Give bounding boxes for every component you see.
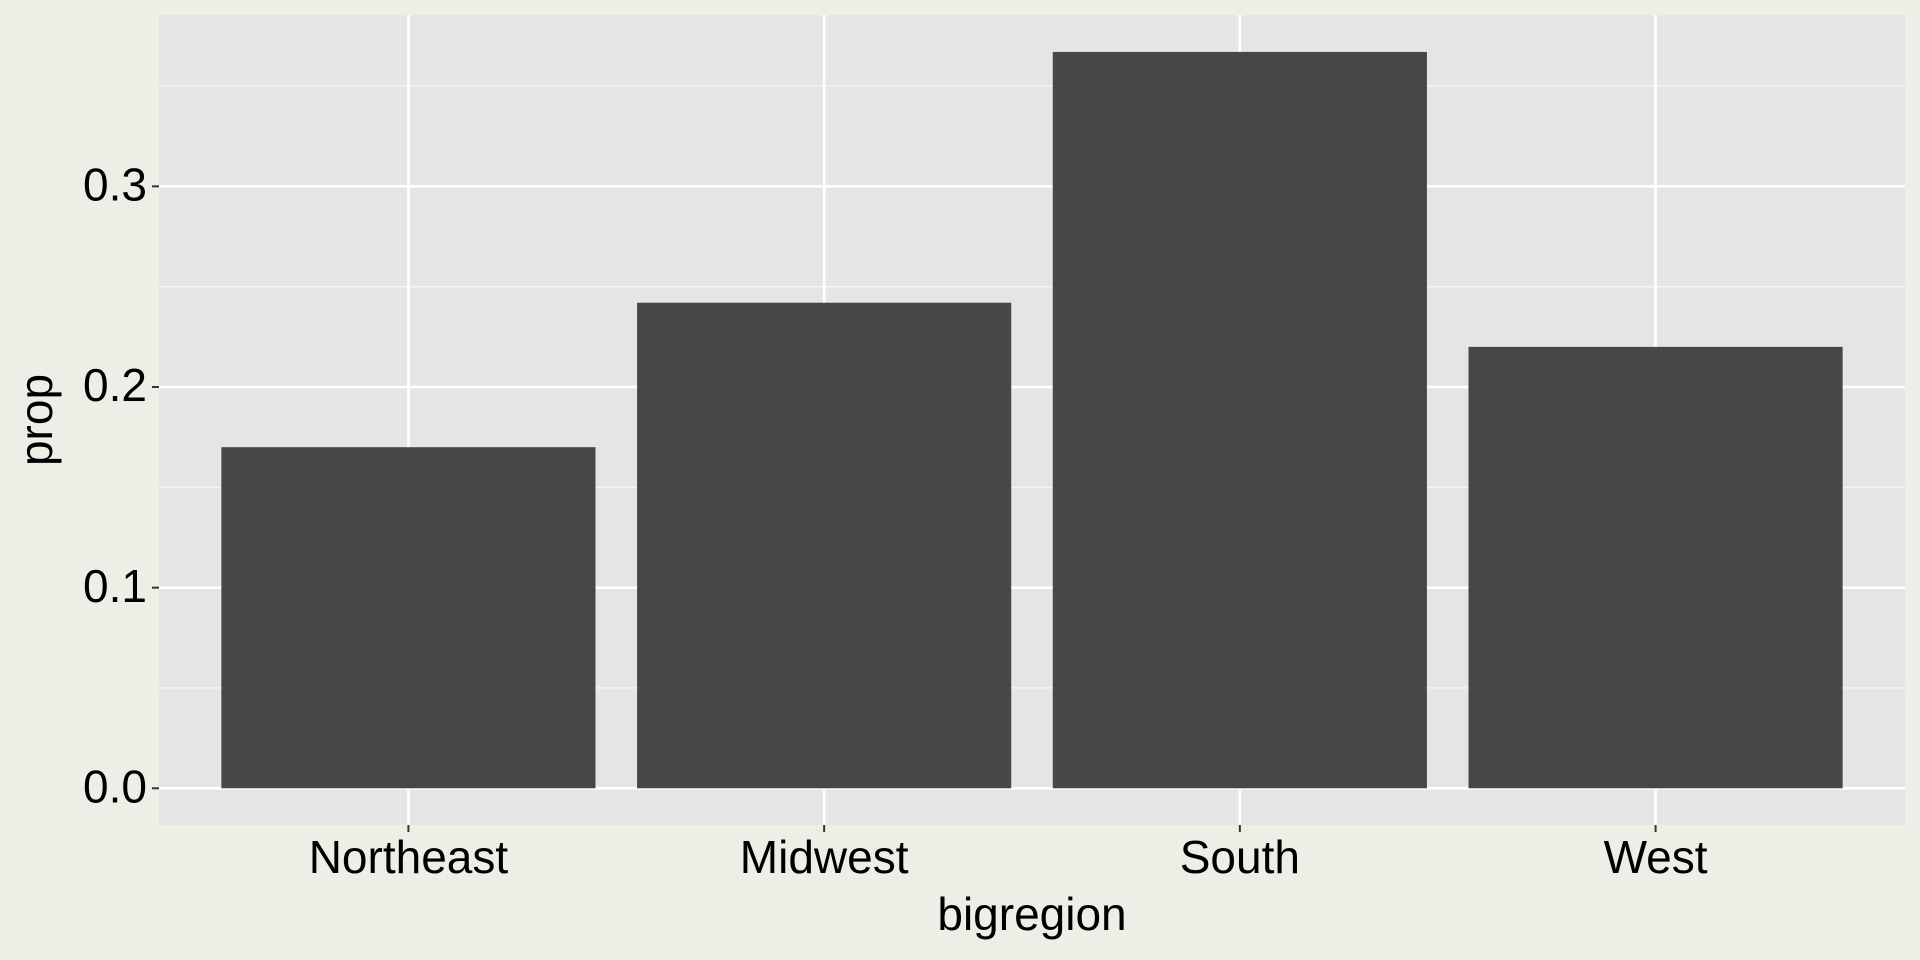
y-tick-label: 0.3 bbox=[83, 159, 147, 211]
y-tick-label: 0.0 bbox=[83, 760, 147, 812]
x-axis-title: bigregion bbox=[937, 888, 1126, 940]
y-tick-label: 0.1 bbox=[83, 560, 147, 612]
bar bbox=[1052, 51, 1427, 789]
bar bbox=[1468, 346, 1843, 789]
x-tick-label: South bbox=[1180, 831, 1300, 883]
x-tick-label: Northeast bbox=[309, 831, 509, 883]
x-tick-label: West bbox=[1604, 831, 1708, 883]
y-axis-title: prop bbox=[10, 374, 62, 466]
bar bbox=[637, 302, 1012, 789]
bar bbox=[221, 447, 596, 789]
y-tick-label: 0.2 bbox=[83, 359, 147, 411]
x-tick-label: Midwest bbox=[740, 831, 909, 883]
